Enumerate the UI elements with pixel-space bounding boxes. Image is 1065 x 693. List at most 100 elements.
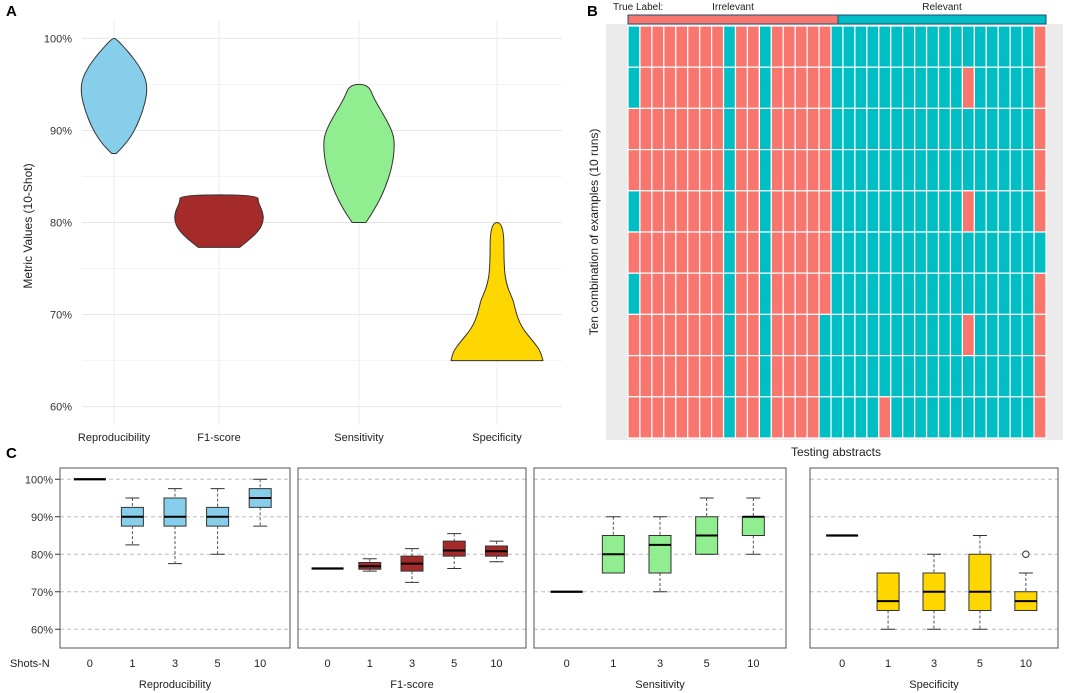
heatmap-cell [687,396,701,439]
heatmap-cell [949,396,964,439]
heatmap-cell [902,25,916,68]
panel-a-x-tick-label: Reproducibility [78,432,151,444]
panel-a-y-tick-label: 80% [50,218,72,230]
heatmap-cell [1021,231,1035,274]
violin-specificity [450,222,544,362]
heatmap-cell [949,355,964,398]
heatmap-cell [1033,107,1047,151]
boxplot-panel-f1-score: 0 1 3 5 10 F1-score [297,467,527,691]
heatmap-cell [854,25,868,68]
heatmap-cell [925,190,940,233]
heatmap-cell [699,355,713,398]
panel-c-x-tick-label: 3 [657,658,663,670]
heatmap-cell [1033,25,1047,68]
panel-c-x-tick-label: 10 [254,658,266,670]
heatmap-cell [663,107,677,151]
panel-c-x-tick-label: 5 [215,658,221,670]
heatmap-cell [687,66,701,109]
heatmap-cell [734,313,749,357]
heatmap-cell [675,190,689,233]
heatmap-cell [699,25,713,68]
heatmap-cell [902,66,916,109]
heatmap-cell [830,25,844,68]
heatmap-cell [937,25,952,68]
heatmap-cell [1009,107,1023,151]
heatmap-cell [818,149,832,192]
heatmap-cell [758,149,772,192]
heatmap-cell [925,107,940,151]
heatmap-cell [794,190,808,233]
heatmap-cell [663,396,677,439]
panel-c-metric-label: Specificity [909,679,959,691]
heatmap-cell [842,107,856,151]
heatmap-cell [758,231,772,274]
heatmap-cell [973,313,987,357]
heatmap-cell [902,272,916,316]
heatmap-cell [985,190,999,233]
heatmap-cell [878,313,892,357]
heatmap-cell [639,149,653,192]
heatmap-cell [961,355,975,398]
heatmap-cell [794,272,808,316]
heatmap-cell [1033,313,1047,357]
heatmap-cell [842,396,856,439]
heatmap-cell [961,25,975,68]
heatmap-cell [758,25,772,68]
heatmap-cell [830,355,844,398]
heatmap-cell [675,313,689,357]
heatmap-cell [794,25,808,68]
heatmap-x-axis-label: Testing abstracts [791,445,881,459]
heatmap-cell [925,272,940,316]
heatmap-group-bar-relevant [837,14,1047,25]
heatmap-cell [663,355,677,398]
heatmap-cell [914,231,928,274]
panel-c-metric-label: Sensitivity [635,679,685,691]
heatmap-cell [663,313,677,357]
boxplot-box [648,535,672,574]
panel-c-y-tick-label: 80% [31,549,53,561]
heatmap-cell [627,272,641,316]
heatmap-cell [890,107,904,151]
heatmap-cell [985,313,999,357]
heatmap-cell [627,149,641,192]
panel-c-x-tick-label: 5 [451,658,457,670]
heatmap-cell [914,25,928,68]
heatmap-cell [842,190,856,233]
heatmap-cell [1021,272,1035,316]
panel-c-x-tick-label: 5 [977,658,983,670]
heatmap-cell [1033,272,1047,316]
heatmap-cell [866,272,880,316]
heatmap-cell [866,396,880,439]
heatmap-cell [997,107,1011,151]
panel-c-frame [533,467,787,649]
heatmap-cell [842,149,856,192]
heatmap-cell [770,272,784,316]
heatmap-cell [639,190,653,233]
heatmap-cell [1009,25,1023,68]
heatmap-cell [734,231,749,274]
heatmap-cell [639,66,653,109]
heatmap-cell [675,231,689,274]
heatmap-cell [914,396,928,439]
heatmap-cell [722,25,737,68]
panel-c-y-tick-label: 100% [25,474,53,486]
heatmap-cell [651,25,665,68]
heatmap-cell [949,25,964,68]
heatmap-cell [890,66,904,109]
heatmap-cell [914,66,928,109]
heatmap-cell [961,272,975,316]
boxplot-panel-sensitivity: 0 1 3 5 10 Sensitivity [533,467,787,691]
heatmap-cell [925,25,940,68]
heatmap-cell [914,313,928,357]
heatmap-cell [627,66,641,109]
heatmap-cell [902,355,916,398]
heatmap-cell [890,149,904,192]
heatmap-cell [663,25,677,68]
boxplot-outlier [1022,550,1030,558]
heatmap-cell [782,66,796,109]
heatmap-cell [890,190,904,233]
heatmap-cell [854,107,868,151]
heatmap-cell [985,396,999,439]
boxplot-panel-reproducibility: 0 1 3 5 10 Reproducibility [59,467,291,691]
